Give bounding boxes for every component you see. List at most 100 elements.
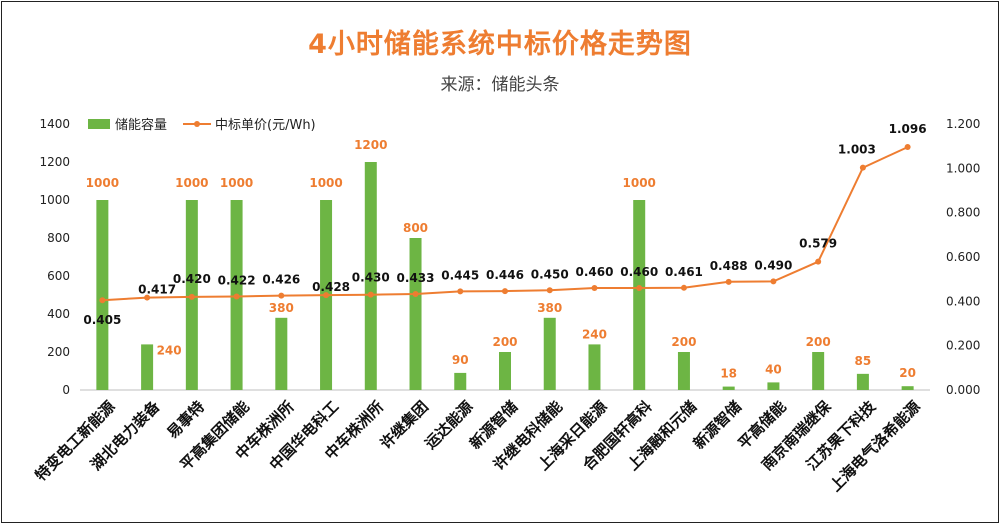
- capacity-bar: [409, 238, 422, 390]
- price-value-label: 0.420: [173, 272, 211, 286]
- legend: 储能容量 中标单价(元/Wh): [88, 114, 332, 133]
- price-value-label: 1.096: [889, 122, 927, 136]
- capacity-bar: [454, 372, 467, 390]
- legend-bar-swatch: [88, 118, 110, 129]
- price-point: [859, 164, 866, 171]
- price-value-label: 0.460: [620, 265, 658, 279]
- capacity-value-label: 85: [855, 354, 872, 368]
- price-point: [278, 292, 285, 299]
- price-value-label: 0.490: [754, 258, 792, 272]
- legend-item-capacity: 储能容量: [88, 114, 167, 133]
- price-value-label: 0.446: [486, 268, 524, 282]
- price-point: [144, 294, 151, 301]
- price-value-label: 0.450: [531, 267, 569, 281]
- y-left-tick-label: 200: [47, 345, 70, 359]
- capacity-bar: [588, 344, 601, 390]
- price-point: [367, 291, 374, 298]
- y-right-tick-label: 1.000: [946, 161, 980, 175]
- capacity-bar: [543, 317, 556, 390]
- capacity-value-label: 18: [720, 367, 737, 381]
- capacity-bar: [141, 344, 154, 390]
- capacity-bar: [722, 386, 735, 390]
- price-point: [636, 285, 643, 292]
- price-point: [904, 144, 911, 151]
- price-point: [412, 291, 419, 298]
- capacity-bar: [275, 317, 288, 390]
- capacity-value-label: 200: [492, 335, 517, 349]
- category-label: 新源智储: [690, 398, 745, 453]
- price-value-label: 0.405: [83, 313, 121, 327]
- capacity-bar: [856, 373, 869, 390]
- capacity-value-label: 200: [806, 335, 831, 349]
- price-value-label: 0.579: [799, 237, 837, 251]
- legend-capacity-label: 储能容量: [115, 118, 168, 133]
- capacity-value-label: 1000: [220, 176, 253, 190]
- price-value-label: 0.428: [312, 280, 350, 294]
- y-right-tick-label: 1.200: [946, 117, 980, 131]
- capacity-bar: [677, 352, 690, 390]
- chart-subtitle: 来源：储能头条: [440, 75, 560, 95]
- capacity-bar: [812, 352, 825, 390]
- price-point: [188, 293, 195, 300]
- capacity-value-label: 1200: [354, 138, 387, 152]
- price-point: [323, 292, 330, 299]
- price-point: [815, 258, 822, 265]
- price-point: [457, 288, 464, 295]
- y-left-tick-label: 600: [47, 269, 70, 283]
- capacity-bar: [96, 200, 109, 390]
- capacity-value-label: 1000: [623, 176, 656, 190]
- price-value-label: 0.426: [262, 273, 300, 287]
- y-right-tick-label: 0.400: [946, 294, 980, 308]
- chart-title: 4小时储能系统中标价格走势图: [308, 29, 692, 60]
- category-label: 特变电工新能源: [32, 398, 119, 485]
- capacity-bar: [901, 386, 914, 390]
- y-right-tick-label: 0.600: [946, 250, 980, 264]
- price-point: [99, 297, 106, 304]
- price-value-label: 1.003: [838, 143, 876, 157]
- capacity-value-label: 240: [157, 343, 182, 357]
- y-right-tick-label: 0.800: [946, 206, 980, 220]
- price-value-label: 0.417: [138, 283, 176, 297]
- price-point: [591, 285, 598, 292]
- price-point: [770, 278, 777, 285]
- category-label: 许继集团: [377, 398, 432, 453]
- capacity-bar: [767, 382, 780, 390]
- price-point: [502, 288, 508, 295]
- capacity-value-label: 240: [582, 327, 607, 341]
- capacity-value-label: 20: [899, 366, 916, 380]
- y-left-tick-label: 1200: [39, 155, 70, 169]
- price-point: [680, 284, 687, 291]
- price-value-label: 0.433: [397, 271, 435, 285]
- price-value-label: 0.461: [665, 265, 703, 279]
- capacity-value-label: 1000: [309, 176, 342, 190]
- capacity-value-label: 800: [403, 221, 428, 235]
- price-value-label: 0.422: [218, 273, 256, 287]
- legend-price-label: 中标单价(元/Wh): [215, 118, 316, 133]
- price-point: [233, 293, 240, 300]
- legend-line-swatch: [183, 118, 212, 130]
- capacity-bar: [633, 200, 646, 390]
- y-right-tick-label: 0.000: [946, 383, 980, 397]
- price-value-label: 0.460: [575, 265, 613, 279]
- y-left-tick-label: 800: [47, 231, 70, 245]
- capacity-value-label: 40: [765, 362, 782, 376]
- capacity-value-label: 90: [452, 353, 469, 367]
- capacity-value-label: 200: [671, 335, 696, 349]
- price-point: [725, 278, 732, 285]
- price-value-label: 0.445: [441, 268, 479, 282]
- y-left-tick-label: 1000: [39, 193, 70, 207]
- price-point: [546, 287, 553, 294]
- category-label: 运达能源: [421, 398, 476, 453]
- legend-item-price: 中标单价(元/Wh): [183, 114, 316, 133]
- capacity-value-label: 380: [537, 301, 562, 315]
- capacity-bar: [499, 352, 511, 390]
- capacity-bar: [364, 162, 377, 390]
- price-value-label: 0.488: [710, 259, 748, 273]
- capacity-value-label: 1000: [86, 176, 119, 190]
- capacity-value-label: 1000: [175, 176, 208, 190]
- price-value-label: 0.430: [352, 271, 390, 285]
- y-left-tick-label: 400: [47, 307, 70, 321]
- capacity-value-label: 380: [269, 301, 294, 315]
